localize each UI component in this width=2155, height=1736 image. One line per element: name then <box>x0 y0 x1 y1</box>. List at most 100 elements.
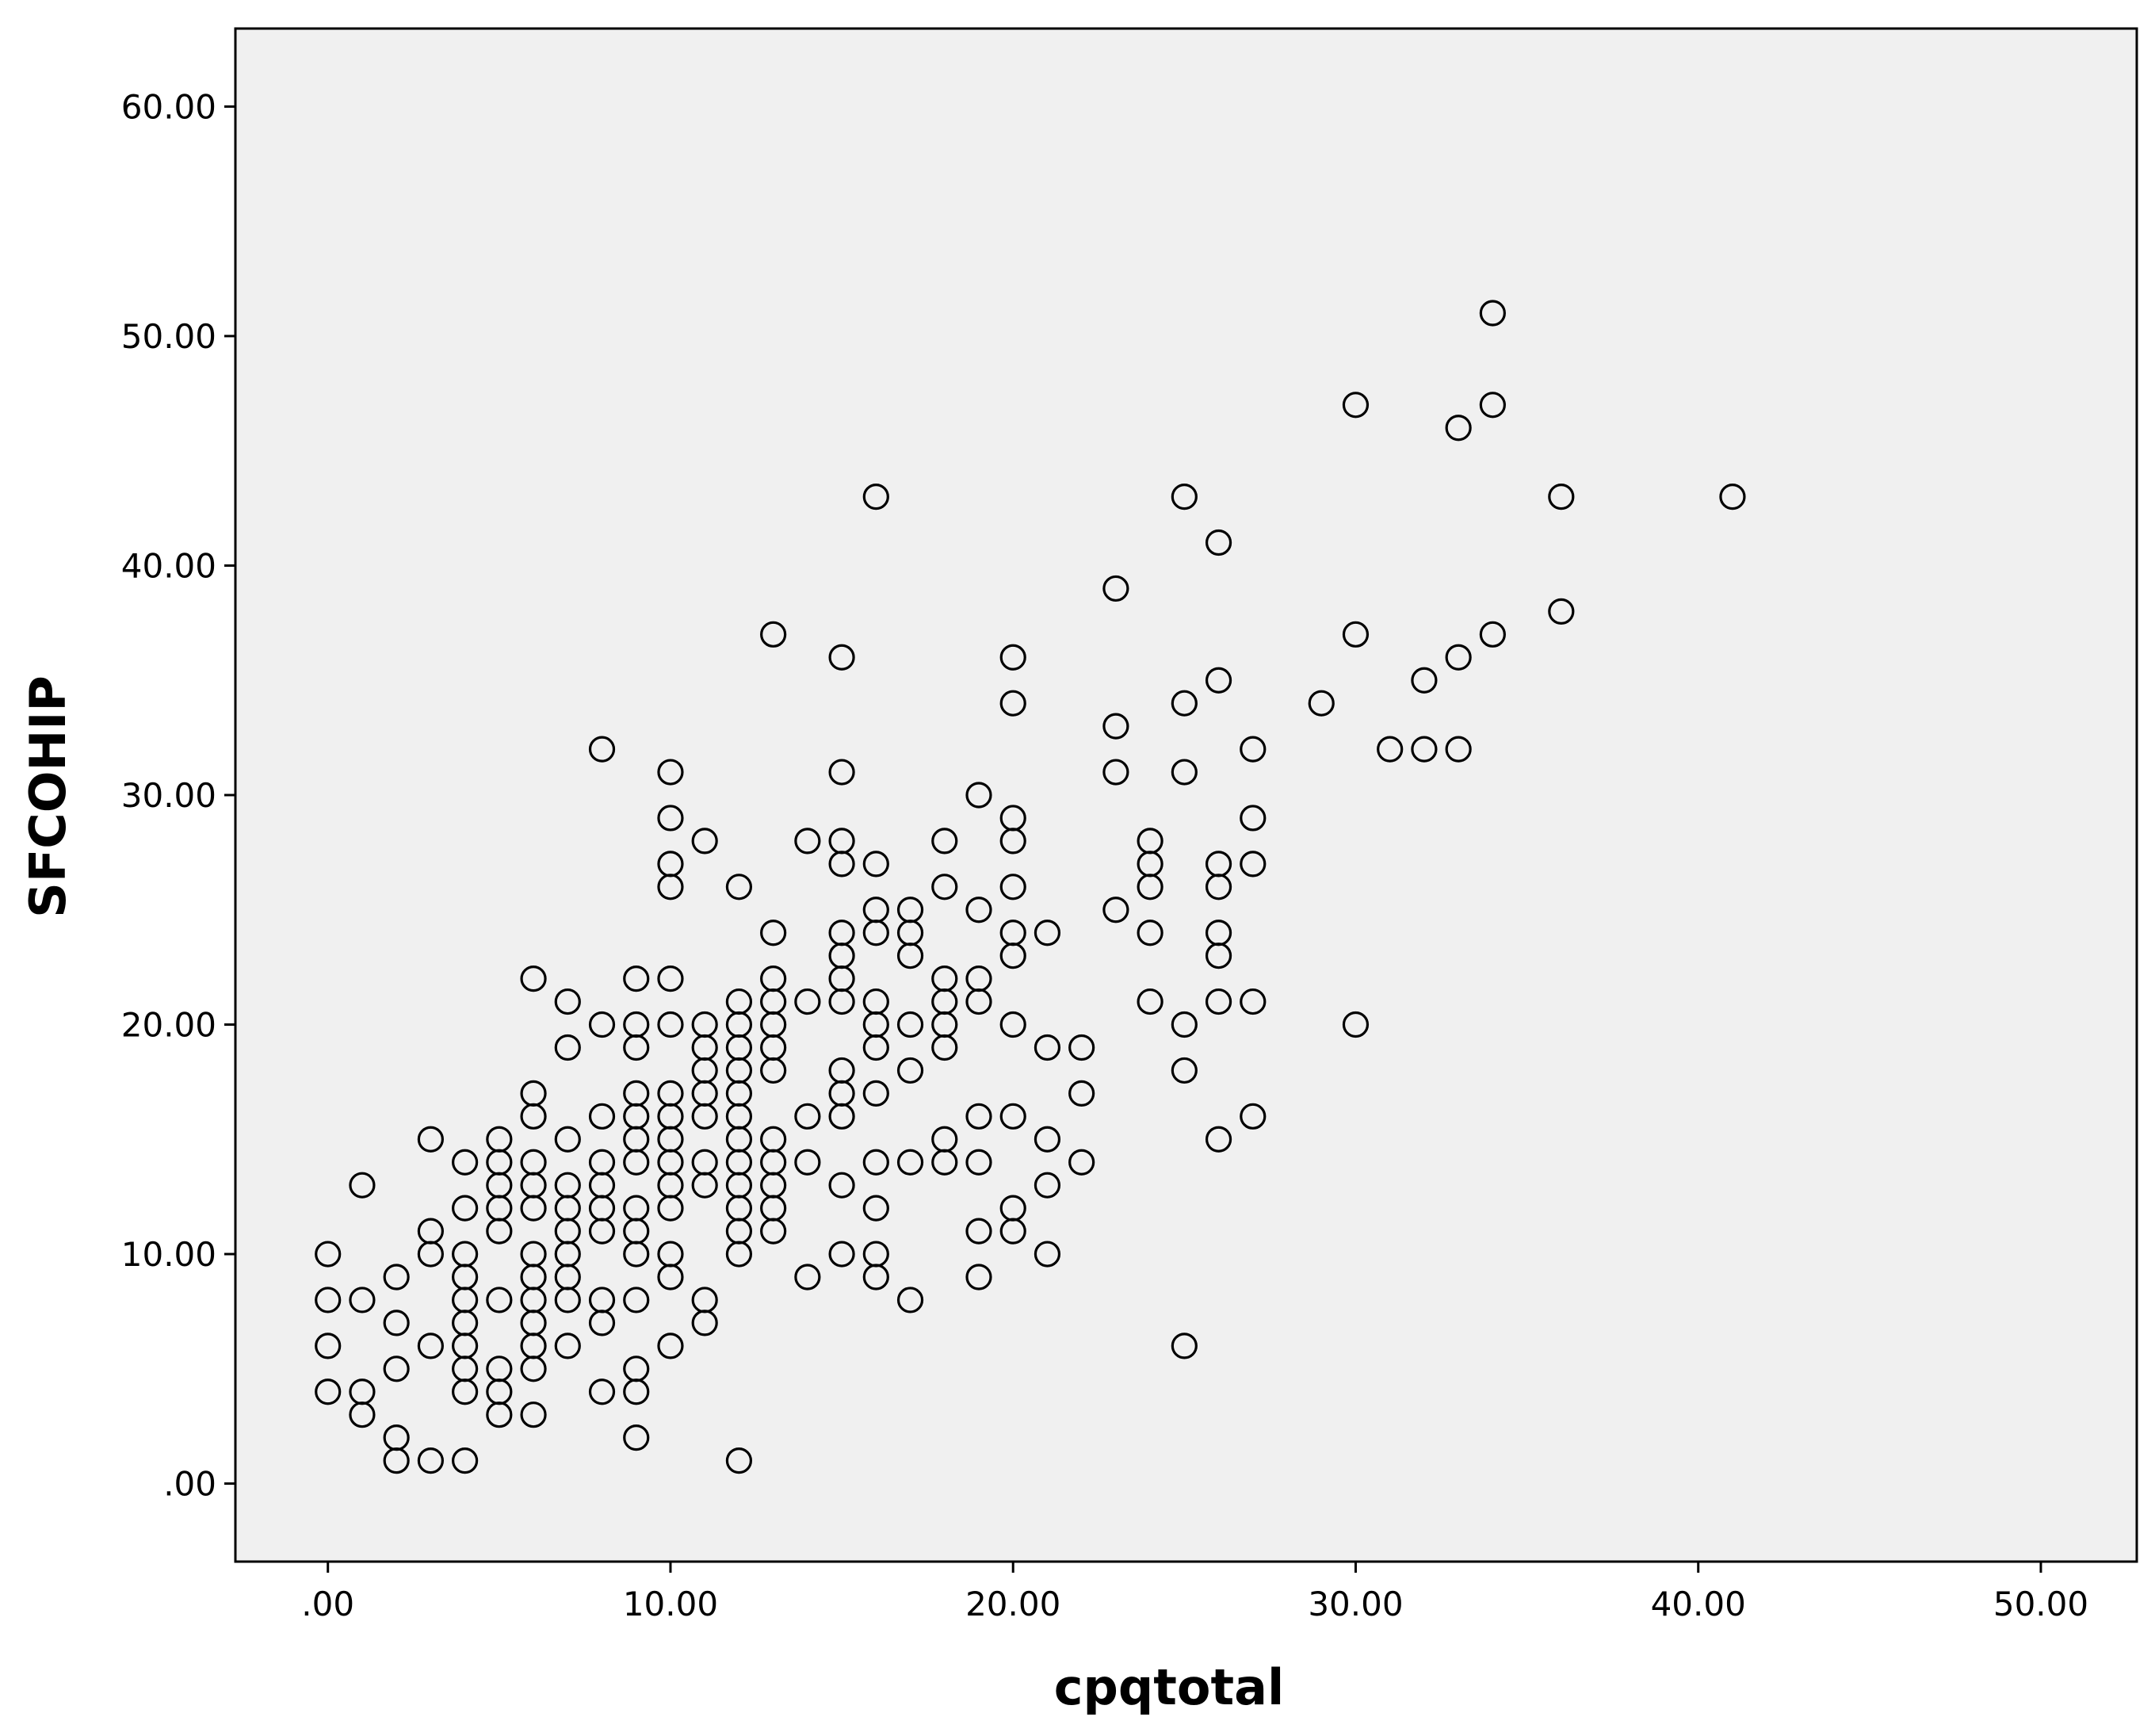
data-point <box>657 966 684 992</box>
x-tick-label: .00 <box>301 1585 354 1623</box>
y-tick-label: 50.00 <box>121 317 216 356</box>
data-point <box>999 943 1026 969</box>
data-point <box>862 1195 889 1222</box>
data-point <box>315 1241 342 1268</box>
data-point <box>349 1287 376 1313</box>
data-point <box>315 1287 342 1313</box>
x-tick-label: 40.00 <box>1651 1585 1746 1623</box>
data-point <box>417 1333 444 1359</box>
data-point <box>1034 1126 1061 1153</box>
data-point <box>794 988 821 1015</box>
data-point <box>760 1057 787 1084</box>
data-point <box>965 1103 992 1130</box>
x-tick-label: 50.00 <box>1993 1585 2088 1623</box>
data-point <box>760 621 787 648</box>
data-point <box>1548 598 1575 625</box>
data-point <box>999 1103 1026 1130</box>
data-point <box>1034 1172 1061 1199</box>
data-point <box>452 1378 479 1405</box>
data-point <box>999 1011 1026 1038</box>
data-point <box>760 920 787 946</box>
data-point <box>623 1378 650 1405</box>
data-point <box>999 644 1026 671</box>
data-point <box>1034 1241 1061 1268</box>
data-point <box>828 851 855 878</box>
data-point <box>452 1195 479 1222</box>
data-point <box>1205 874 1232 901</box>
data-points <box>315 300 1746 1474</box>
data-point <box>1102 575 1129 602</box>
data-point <box>1102 713 1129 740</box>
data-point <box>1205 988 1232 1015</box>
data-point <box>999 1218 1026 1245</box>
data-point <box>999 828 1026 855</box>
data-point <box>1377 736 1404 763</box>
data-point <box>828 644 855 671</box>
data-point <box>1205 667 1232 694</box>
data-point <box>588 1011 616 1038</box>
data-point <box>1205 943 1232 969</box>
data-point <box>1411 736 1438 763</box>
data-point <box>1445 736 1472 763</box>
data-point <box>691 1172 718 1199</box>
y-tick-label: .00 <box>163 1465 216 1504</box>
data-point <box>896 1011 924 1038</box>
data-point <box>896 1057 924 1084</box>
x-tick-label: 30.00 <box>1308 1585 1403 1623</box>
data-point <box>486 1287 513 1313</box>
data-point <box>794 828 821 855</box>
data-point <box>862 1034 889 1061</box>
data-point <box>862 851 889 878</box>
data-point <box>657 759 684 786</box>
data-point <box>1240 736 1267 763</box>
data-point <box>554 988 581 1015</box>
data-point <box>1342 621 1370 648</box>
data-point <box>383 1310 410 1336</box>
data-point <box>1240 988 1267 1015</box>
data-point <box>1171 484 1198 510</box>
data-point <box>896 1149 924 1176</box>
data-point <box>623 1034 650 1061</box>
data-point <box>588 1378 616 1405</box>
data-point <box>1034 920 1061 946</box>
data-point <box>931 828 958 855</box>
data-point <box>1171 1057 1198 1084</box>
data-point <box>588 1103 616 1130</box>
data-point <box>1479 300 1506 327</box>
data-point <box>520 1356 547 1382</box>
data-point <box>1137 874 1163 901</box>
data-point <box>1411 667 1438 694</box>
data-point <box>623 1424 650 1451</box>
data-point <box>1548 484 1575 510</box>
data-point <box>588 1218 616 1245</box>
data-point <box>520 1401 547 1428</box>
data-point <box>965 1149 992 1176</box>
data-point <box>520 1195 547 1222</box>
data-point <box>862 920 889 946</box>
data-point <box>486 1218 513 1245</box>
data-point <box>588 736 616 763</box>
data-point <box>1205 1126 1232 1153</box>
data-point <box>896 1287 924 1313</box>
data-point <box>862 1149 889 1176</box>
x-tick-label: 20.00 <box>965 1585 1060 1623</box>
data-point <box>1171 1333 1198 1359</box>
y-axis-title: SFCOHIP <box>19 675 77 918</box>
data-point <box>1342 392 1370 419</box>
data-point <box>794 1103 821 1130</box>
data-point <box>1171 690 1198 717</box>
data-point <box>691 828 718 855</box>
data-point <box>623 1149 650 1176</box>
data-point <box>965 1264 992 1291</box>
data-point <box>417 1241 444 1268</box>
data-point <box>725 1241 753 1268</box>
y-tick-label: 60.00 <box>121 87 216 126</box>
data-point <box>1479 392 1506 419</box>
data-point <box>554 1333 581 1359</box>
data-point <box>1068 1034 1095 1061</box>
data-point <box>452 1447 479 1474</box>
data-point <box>862 1080 889 1107</box>
plot-area <box>234 27 2138 1563</box>
data-point <box>965 897 992 923</box>
data-point <box>931 1034 958 1061</box>
